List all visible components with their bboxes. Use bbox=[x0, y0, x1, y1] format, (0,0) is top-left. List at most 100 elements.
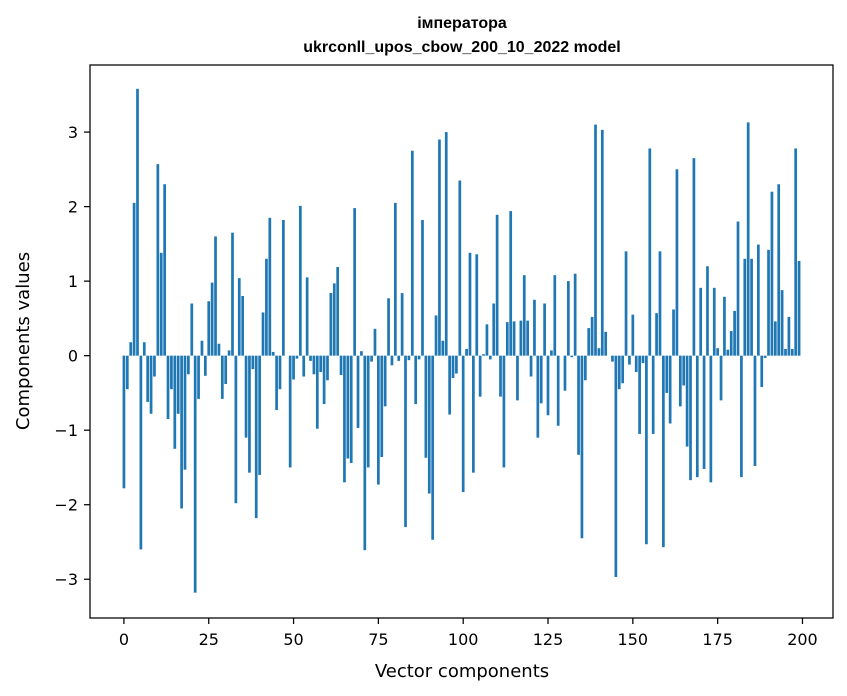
bar bbox=[220, 355, 224, 399]
bar bbox=[553, 275, 557, 356]
x-tick-label: 125 bbox=[533, 630, 564, 649]
bar bbox=[387, 298, 390, 356]
bar bbox=[475, 254, 479, 356]
bar bbox=[526, 320, 530, 356]
bar bbox=[726, 349, 730, 356]
bar bbox=[529, 355, 533, 377]
y-axis-label: Components values bbox=[13, 252, 34, 430]
bar bbox=[502, 355, 506, 468]
bar bbox=[339, 355, 343, 376]
bar bbox=[210, 282, 214, 356]
bar bbox=[322, 355, 326, 405]
bar bbox=[587, 328, 591, 356]
bar bbox=[448, 355, 451, 415]
bar bbox=[424, 355, 428, 458]
y-tick-label: −3 bbox=[54, 570, 78, 589]
bar bbox=[427, 355, 431, 494]
bar bbox=[678, 355, 682, 407]
bar bbox=[546, 355, 550, 416]
bar bbox=[767, 249, 770, 356]
bar bbox=[377, 355, 380, 485]
bar bbox=[712, 287, 716, 356]
bar bbox=[187, 355, 190, 375]
bar bbox=[332, 283, 336, 356]
bar bbox=[231, 232, 234, 356]
bar bbox=[485, 324, 489, 356]
y-tick-label: 0 bbox=[68, 347, 78, 366]
bar bbox=[271, 351, 275, 356]
bar bbox=[163, 184, 166, 356]
bar bbox=[611, 355, 614, 362]
bar bbox=[393, 202, 397, 356]
bar bbox=[193, 355, 197, 593]
bar bbox=[465, 348, 468, 356]
bar bbox=[248, 355, 251, 473]
bar bbox=[536, 355, 540, 438]
bar bbox=[617, 355, 621, 390]
bar bbox=[770, 191, 774, 356]
bar bbox=[634, 355, 638, 373]
bar bbox=[149, 355, 153, 414]
bar bbox=[624, 251, 628, 356]
bar bbox=[763, 355, 767, 358]
bar bbox=[482, 354, 485, 356]
bar bbox=[685, 355, 689, 447]
bar bbox=[244, 355, 248, 438]
bar bbox=[146, 355, 150, 402]
bar bbox=[438, 139, 441, 356]
chart-subtitle: ukrconll_upos_cbow_200_10_2022 model bbox=[303, 39, 620, 56]
bar bbox=[224, 355, 228, 384]
bar bbox=[723, 296, 726, 356]
bar bbox=[512, 321, 516, 356]
bar bbox=[268, 217, 272, 356]
bar bbox=[736, 221, 740, 356]
bar bbox=[397, 355, 401, 361]
bar bbox=[370, 355, 373, 362]
bar bbox=[495, 214, 499, 356]
bar bbox=[658, 251, 662, 356]
bar bbox=[665, 355, 669, 393]
bar bbox=[716, 348, 719, 356]
bar bbox=[410, 150, 414, 356]
bar bbox=[648, 148, 652, 356]
bar bbox=[757, 244, 760, 356]
bar bbox=[519, 320, 523, 356]
bar bbox=[166, 355, 170, 420]
bar bbox=[539, 355, 543, 404]
bar bbox=[797, 261, 801, 356]
x-axis: 0 25 50 75 100 125 150 175 200 bbox=[119, 618, 818, 649]
bar bbox=[444, 132, 448, 356]
bar bbox=[349, 355, 353, 463]
bar bbox=[604, 331, 608, 356]
bar bbox=[336, 266, 340, 356]
bar bbox=[366, 355, 370, 468]
bar bbox=[614, 355, 618, 578]
bar bbox=[573, 273, 577, 356]
bar bbox=[414, 355, 418, 405]
bar bbox=[373, 328, 377, 356]
bar bbox=[298, 205, 302, 356]
bar bbox=[787, 316, 791, 356]
bar bbox=[455, 355, 458, 374]
bar bbox=[780, 290, 784, 356]
bar bbox=[746, 122, 750, 356]
bar bbox=[360, 351, 363, 356]
bar bbox=[353, 208, 356, 356]
bar bbox=[237, 278, 241, 356]
bar bbox=[600, 129, 604, 356]
bar bbox=[668, 355, 672, 424]
bar bbox=[719, 355, 723, 401]
bar bbox=[346, 355, 350, 459]
bar bbox=[488, 355, 492, 360]
bar bbox=[729, 331, 733, 356]
bar bbox=[505, 322, 509, 356]
x-tick-label: 150 bbox=[618, 630, 649, 649]
x-tick-label: 75 bbox=[368, 630, 388, 649]
bar bbox=[451, 355, 455, 379]
x-tick-label: 100 bbox=[448, 630, 479, 649]
bar bbox=[203, 355, 207, 376]
bar bbox=[577, 355, 580, 455]
x-tick-label: 0 bbox=[119, 630, 129, 649]
y-tick-label: 1 bbox=[68, 272, 78, 291]
